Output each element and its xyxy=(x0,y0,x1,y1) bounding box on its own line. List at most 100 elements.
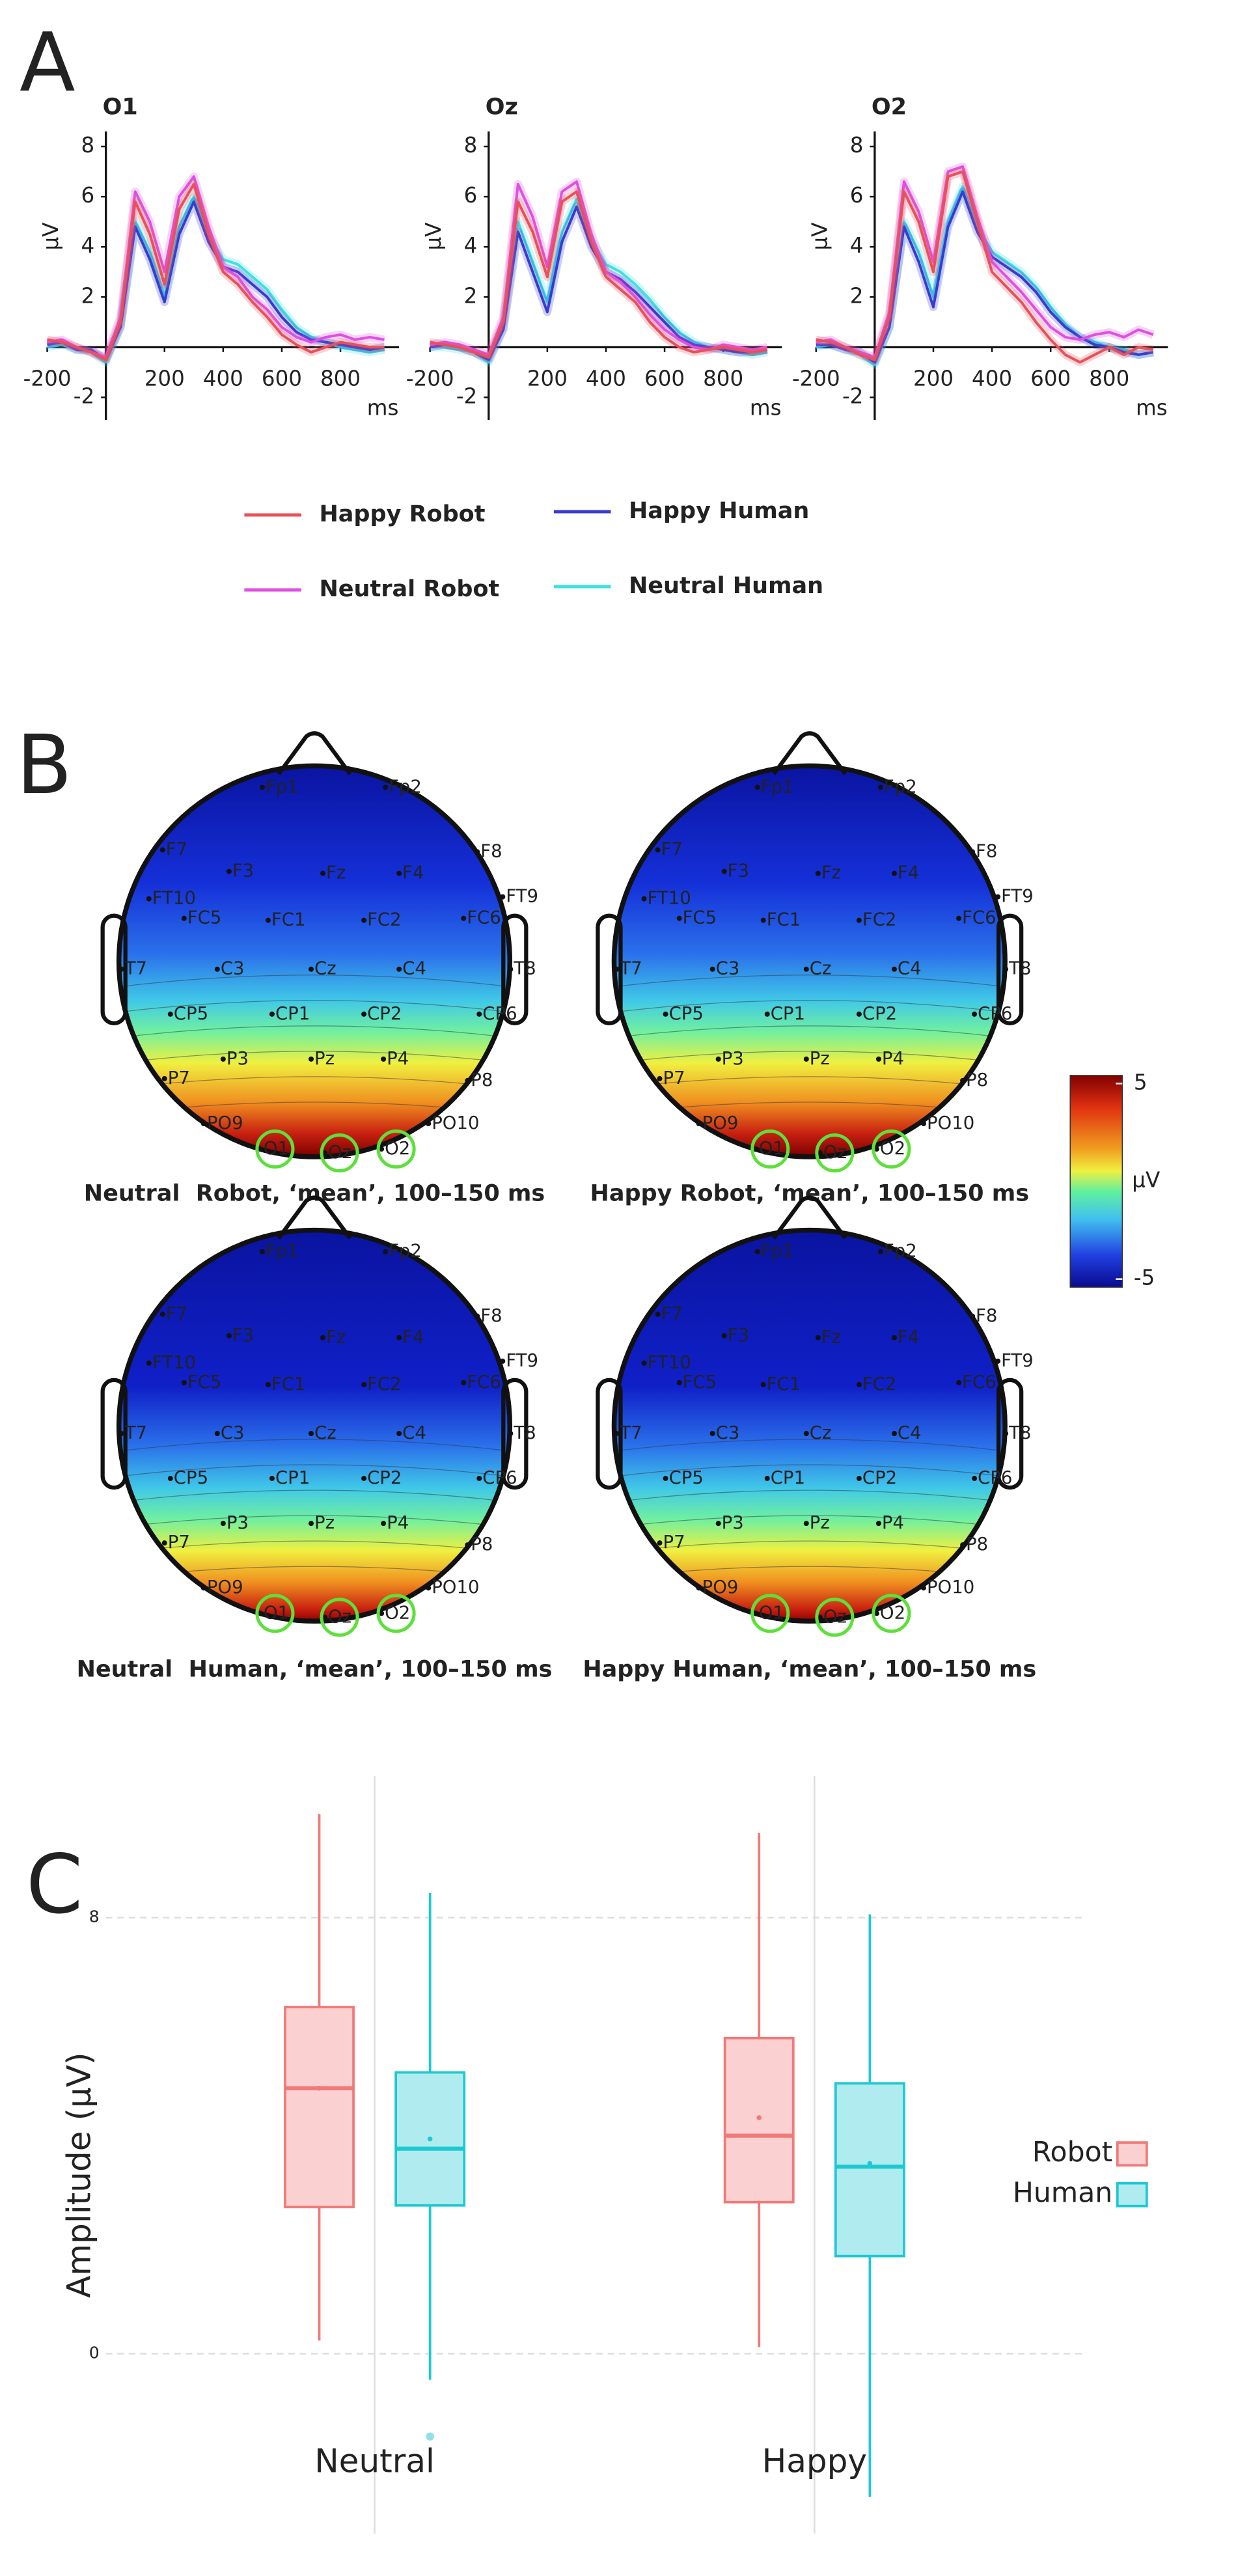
roi-marker xyxy=(872,1129,911,1169)
electrode xyxy=(361,1381,367,1387)
series-line xyxy=(430,190,768,359)
ear xyxy=(501,913,529,1025)
electrode-label: T8 xyxy=(513,958,536,979)
electrode xyxy=(1003,1430,1009,1436)
electrode-label: P8 xyxy=(471,1070,493,1090)
electrode-label: F3 xyxy=(728,861,749,881)
electrode-label: O2 xyxy=(385,1602,410,1623)
box xyxy=(834,2082,905,2258)
topomap-title: Happy Robot, ‘mean’, 100–150 ms xyxy=(590,1180,1030,1207)
electrode-label: FT10 xyxy=(648,888,691,909)
electrode xyxy=(320,870,326,876)
electrode xyxy=(641,1360,647,1366)
topomap-fill xyxy=(614,1230,1006,1622)
contour xyxy=(118,1076,510,1089)
electrode xyxy=(226,868,232,874)
panel-label: C xyxy=(26,1836,83,1932)
electrode-label: F4 xyxy=(898,863,919,883)
series-band xyxy=(429,187,768,362)
electrode xyxy=(891,870,897,876)
electrode xyxy=(269,1011,275,1017)
electrode-label: CP2 xyxy=(367,1003,402,1024)
electrode-label: PO10 xyxy=(432,1577,479,1598)
electrode xyxy=(308,1056,314,1062)
electrode xyxy=(995,1358,1001,1364)
electrode xyxy=(760,917,766,923)
electrode-label: F3 xyxy=(232,1325,254,1346)
electrode-label: PO9 xyxy=(207,1577,243,1598)
electrode-label: Fz xyxy=(821,863,841,883)
electrode xyxy=(920,1120,926,1126)
electrode-label: FC6 xyxy=(962,907,997,928)
electrode-label: FC5 xyxy=(187,907,222,928)
electrode xyxy=(159,1311,165,1317)
contour xyxy=(118,975,510,988)
electrode xyxy=(655,847,661,853)
electrode xyxy=(891,966,897,972)
electrode-label: CP5 xyxy=(174,1003,208,1024)
series-band xyxy=(815,182,1154,369)
electrode-label: C3 xyxy=(221,958,245,979)
electrode-label: FC2 xyxy=(862,1374,897,1394)
electrode xyxy=(754,1249,760,1254)
electrode xyxy=(856,1476,862,1482)
electrode xyxy=(972,1011,978,1017)
electrode xyxy=(995,894,1001,900)
contour xyxy=(614,1000,1006,1013)
chart-title: O1 xyxy=(103,93,138,120)
electrode xyxy=(379,1611,385,1616)
electrode-label: FC1 xyxy=(767,909,801,930)
ear xyxy=(996,1378,1024,1490)
ear xyxy=(100,1378,128,1490)
electrode-label: F7 xyxy=(166,839,187,860)
series-line xyxy=(47,175,385,359)
electrode-label: FC2 xyxy=(367,909,402,930)
electrode-label: CP5 xyxy=(669,1467,704,1488)
electrode-label: FC5 xyxy=(683,907,717,928)
electrode xyxy=(118,966,124,972)
electrode xyxy=(426,1585,432,1591)
series-line xyxy=(816,165,1154,359)
nose xyxy=(277,1195,352,1240)
roi-marker xyxy=(750,1594,790,1633)
electrode-label: CP6 xyxy=(978,1003,1012,1024)
electrode-label: CP1 xyxy=(275,1467,310,1488)
electrode-label: Fp1 xyxy=(266,776,299,797)
roi-marker xyxy=(255,1129,295,1169)
electrode xyxy=(803,1521,809,1527)
electrode xyxy=(361,1011,367,1017)
electrode-label: C4 xyxy=(898,1422,922,1443)
contour xyxy=(118,1489,510,1503)
contour xyxy=(118,1515,510,1528)
electrode-label: O2 xyxy=(385,1138,410,1159)
electrode-label: F7 xyxy=(661,839,683,860)
electrode xyxy=(709,966,715,972)
electrode xyxy=(752,1146,758,1152)
electrode-label: F8 xyxy=(976,1305,997,1326)
electrode-label: C3 xyxy=(221,1422,245,1443)
chart-title: O2 xyxy=(872,93,907,120)
electrode-label: FC5 xyxy=(187,1372,222,1392)
electrode xyxy=(320,1335,326,1340)
electrode xyxy=(875,1521,881,1527)
electrode xyxy=(754,784,760,790)
contour xyxy=(614,1515,1006,1528)
contour xyxy=(614,1051,1006,1064)
electrode-label: P7 xyxy=(663,1532,685,1553)
electrode xyxy=(817,1614,823,1620)
contour xyxy=(118,1464,510,1477)
electrode xyxy=(500,1358,506,1364)
electrode-label: T7 xyxy=(619,1422,642,1443)
electrode-label: FC5 xyxy=(683,1372,717,1392)
x-axis-label: ms xyxy=(750,395,782,420)
nose xyxy=(772,731,847,775)
electrode-label: F4 xyxy=(402,1327,424,1348)
electrode xyxy=(465,1542,471,1548)
colorbar xyxy=(1069,1075,1123,1288)
y-axis-label: µV xyxy=(807,223,832,251)
electrode xyxy=(663,1011,668,1017)
legend-label: Neutral Human xyxy=(629,572,823,599)
electrode xyxy=(259,1249,265,1254)
roi-marker xyxy=(376,1594,416,1633)
electrode xyxy=(396,1335,402,1340)
